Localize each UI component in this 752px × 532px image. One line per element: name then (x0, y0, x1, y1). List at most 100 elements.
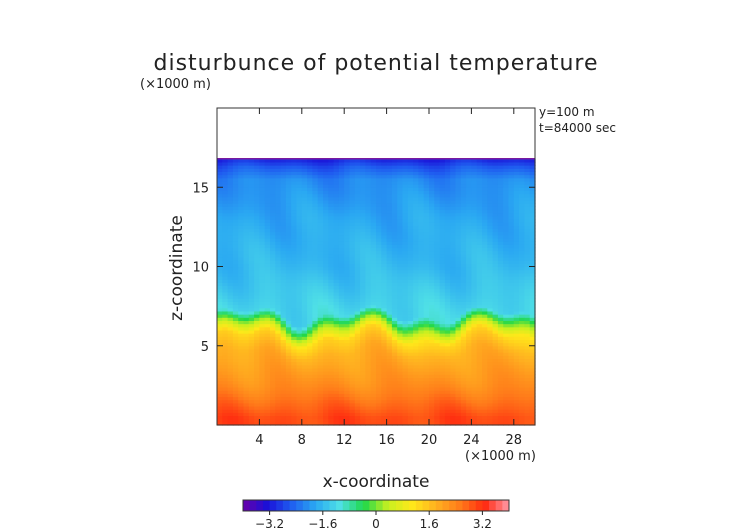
heatmap-cell (270, 225, 276, 230)
heatmap-cell (444, 222, 451, 226)
heatmap-cell (270, 228, 276, 233)
heatmap-cell (466, 212, 472, 217)
heatmap-cell (471, 244, 478, 249)
heatmap-cell (519, 298, 525, 302)
heatmap-cell (397, 241, 404, 245)
heatmap-cell (338, 418, 345, 423)
heatmap-cell (365, 342, 372, 347)
heatmap-cell (391, 345, 398, 350)
heatmap-cell (508, 418, 515, 423)
heatmap-cell (376, 339, 382, 344)
heatmap-cell (482, 405, 488, 410)
heatmap-cell (397, 288, 404, 293)
heatmap-cell (503, 269, 510, 274)
heatmap-cell (275, 253, 282, 258)
heatmap-cell (275, 158, 282, 163)
heatmap-cell (524, 222, 531, 226)
heatmap-cell (413, 247, 419, 252)
heatmap-cell (529, 326, 536, 331)
heatmap-cell (402, 190, 409, 195)
heatmap-cell (217, 304, 223, 309)
heatmap-cell (344, 184, 351, 188)
heatmap-cell (291, 256, 298, 261)
heatmap-cell (238, 348, 245, 353)
heatmap-cell (471, 348, 478, 353)
heatmap-cell (317, 158, 324, 163)
heatmap-cell (471, 276, 478, 280)
heatmap-cell (370, 193, 377, 198)
heatmap-cell (333, 266, 340, 271)
heatmap-cell (285, 212, 292, 217)
heatmap-cell (238, 390, 245, 394)
heatmap-cell (418, 412, 425, 417)
heatmap-cell (370, 241, 377, 245)
heatmap-cell (328, 329, 335, 334)
heatmap-cell (434, 326, 441, 331)
heatmap-cell (248, 320, 255, 325)
heatmap-cell (450, 396, 457, 401)
heatmap-cell (386, 364, 393, 369)
heatmap-cell (296, 361, 303, 366)
heatmap-cell (338, 374, 345, 379)
heatmap-cell (328, 269, 335, 274)
heatmap-cell (466, 203, 472, 207)
heatmap-cell (312, 409, 319, 413)
heatmap-cell (349, 234, 356, 239)
heatmap-cell (349, 364, 356, 369)
heatmap-cell (492, 203, 499, 207)
heatmap-cell (344, 329, 351, 334)
heatmap-cell (492, 222, 499, 226)
heatmap-cell (333, 260, 340, 264)
heatmap-cell (407, 348, 414, 353)
heatmap-cell (434, 266, 441, 271)
heatmap-cell (248, 352, 255, 356)
heatmap-cell (344, 209, 351, 214)
heatmap-cell (296, 177, 303, 182)
heatmap-cell (275, 371, 282, 375)
heatmap-cell (232, 412, 239, 417)
heatmap-cell (354, 409, 361, 413)
heatmap-cell (381, 184, 388, 188)
heatmap-cell (381, 222, 388, 226)
heatmap-cell (264, 206, 271, 211)
heatmap-cell (243, 345, 250, 350)
heatmap-cell (413, 161, 419, 166)
heatmap-cell (413, 374, 419, 379)
heatmap-cell (307, 171, 313, 176)
heatmap-cell (238, 399, 245, 404)
heatmap-cell (391, 380, 398, 385)
heatmap-cell (519, 285, 525, 290)
heatmap-cell (503, 345, 510, 350)
heatmap-cell (323, 295, 329, 299)
heatmap-cell (333, 323, 340, 328)
heatmap-cell (508, 409, 515, 413)
heatmap-cell (285, 329, 292, 334)
heatmap-cell (285, 380, 292, 385)
heatmap-cell (429, 256, 435, 261)
heatmap-cell (503, 317, 510, 321)
heatmap-cell (217, 225, 223, 230)
heatmap-cell (344, 212, 351, 217)
heatmap-cell (307, 405, 313, 410)
heatmap-cell (264, 250, 271, 255)
heatmap-cell (312, 285, 319, 290)
heatmap-cell (243, 314, 250, 318)
heatmap-cell (429, 399, 435, 404)
heatmap-cell (254, 329, 260, 334)
heatmap-cell (476, 260, 483, 264)
heatmap-cell (460, 339, 467, 344)
heatmap-cell (471, 187, 478, 192)
heatmap-cell (354, 180, 361, 185)
heatmap-cell (397, 218, 404, 223)
heatmap-cell (466, 266, 472, 271)
heatmap-cell (217, 203, 223, 207)
heatmap-cell (254, 301, 260, 306)
heatmap-cell (386, 269, 393, 274)
heatmap-cell (354, 285, 361, 290)
heatmap-cell (513, 399, 520, 404)
heatmap-cell (248, 291, 255, 296)
heatmap-cell (487, 320, 494, 325)
heatmap-cell (487, 234, 494, 239)
heatmap-cell (344, 418, 351, 423)
heatmap-cell (248, 263, 255, 268)
